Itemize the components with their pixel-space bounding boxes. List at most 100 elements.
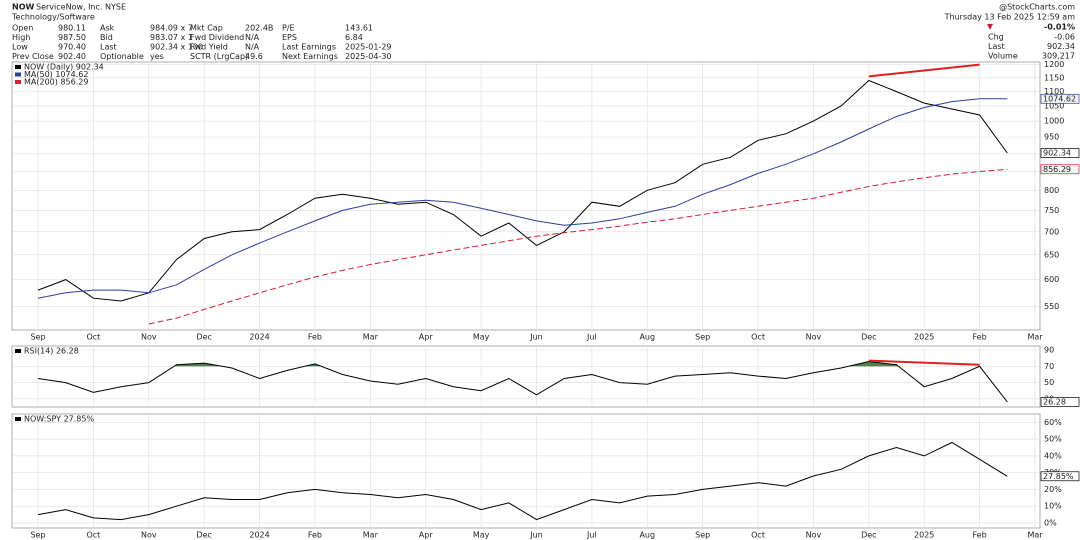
field-value: 2025-04-30 [345,52,392,61]
symbol: NOW [12,3,34,12]
x-tick-label: Sep [695,333,710,342]
panel-frame [11,413,1041,529]
panel-frame [11,61,1041,331]
x-tick-label: Nov [141,531,157,540]
field-label: Open [12,24,33,33]
summary-value: 902.34 [1047,42,1075,51]
last-value-box [1040,148,1080,158]
x-tick-label: Jun [529,531,543,540]
x-tick-label: Dec [196,531,211,540]
last-value-box [1040,93,1080,104]
field-label: EPS [282,33,297,42]
summary-value: 309,217 [1042,52,1075,61]
summary-label: Volume [988,52,1018,61]
field-label: Prev Close [12,52,54,61]
field-value: 49.6 [245,52,263,61]
x-tick-label: Jul [586,531,597,540]
y-tick-label: 70 [1044,362,1054,371]
x-tick-label: Apr [419,531,434,540]
legend-swatch [15,65,21,69]
field-label: High [12,33,30,42]
y-tick-label: 700 [1044,227,1059,236]
series-line [37,441,1008,521]
y-tick-label: 950 [1044,133,1059,142]
date: Thursday 13 Feb 2025 12:59 am [944,13,1076,22]
field-label: Bid [100,33,113,42]
x-tick-label: Aug [639,531,655,540]
x-tick-label: Sep [30,531,45,540]
y-tick-label: 40% [1044,451,1062,460]
y-tick-label: 1050 [1044,101,1064,110]
y-tick-label: 50% [1044,435,1062,444]
trendline [868,359,980,366]
x-tick-label: 2024 [249,333,269,342]
field-value: 902.34 x 100 [150,43,203,52]
y-tick-label: 650 [1044,250,1059,259]
summary-label: Last [988,42,1005,51]
field-label: Last Earnings [282,43,336,52]
x-tick-label: Feb [308,531,322,540]
y-tick-label: 550 [1044,302,1059,311]
y-tick-label: 90 [1044,346,1054,355]
summary-label: Chg [988,33,1004,42]
field-value: 970.40 [58,43,86,52]
legend-swatch [15,417,21,421]
field-value: 6.84 [345,33,363,42]
x-tick-label: Mar [363,333,379,342]
legend-swatch [15,80,21,84]
x-tick-label: Oct [86,531,100,540]
y-tick-label: 1200 [1044,60,1064,69]
x-tick-label: Dec [196,333,211,342]
x-tick-label: Dec [861,333,876,342]
field-label: Next Earnings [282,52,338,61]
y-tick-label: 1150 [1044,73,1064,82]
x-tick-label: Mar [363,531,379,540]
x-tick-label: Nov [806,333,822,342]
field-label: Fwd Dividend [190,33,244,42]
y-tick-label: 750 [1044,206,1059,215]
field-value: 2025-01-29 [345,43,392,52]
last-value-label: 902.34 [1043,149,1071,158]
field-value: N/A [245,43,260,52]
field-value: 980.11 [58,24,86,33]
y-tick-label: 0% [1044,518,1057,527]
x-tick-label: Mar [1027,333,1043,342]
x-tick-label: Feb [973,531,987,540]
field-value: 987.50 [58,33,86,42]
field-value: N/A [245,33,260,42]
legend-label: MA(200) 856.29 [24,78,88,87]
field-label: P/E [282,24,295,33]
x-tick-label: Oct [751,531,765,540]
last-value-label: 1074.62 [1043,94,1076,103]
y-tick-label: 60% [1044,418,1062,427]
last-value-box [1040,164,1080,175]
last-value-label: 856.29 [1043,165,1071,174]
y-tick-label: 600 [1044,275,1059,284]
series-line [37,98,1008,299]
field-value: yes [150,52,164,61]
x-tick-label: Sep [30,333,45,342]
x-tick-label: 2025 [914,531,934,540]
field-value: 902.40 [58,52,86,61]
x-tick-label: Dec [861,531,876,540]
legend-label: RSI(14) 26.28 [24,347,79,356]
series-line [148,168,1008,325]
x-tick-label: Oct [86,333,100,342]
field-label: Mkt Cap [190,24,223,33]
series-line [37,79,1008,302]
y-tick-label: 800 [1044,186,1059,195]
legend-swatch [15,72,21,77]
x-tick-label: Aug [639,333,655,342]
x-tick-label: Feb [308,333,322,342]
x-tick-label: Apr [419,333,434,342]
x-tick-label: Nov [806,531,822,540]
last-value-label: 27.85% [1043,472,1074,481]
field-value: 983.07 x 1 [150,33,193,42]
legend-swatch [15,349,21,353]
legend-label: NOW (Daily) 902.34 [24,63,104,72]
change-pct: -0.01% [1044,23,1075,32]
x-tick-label: Oct [751,333,765,342]
source: @StockCharts.com [999,3,1075,12]
summary-value: -0.06 [1054,33,1075,42]
